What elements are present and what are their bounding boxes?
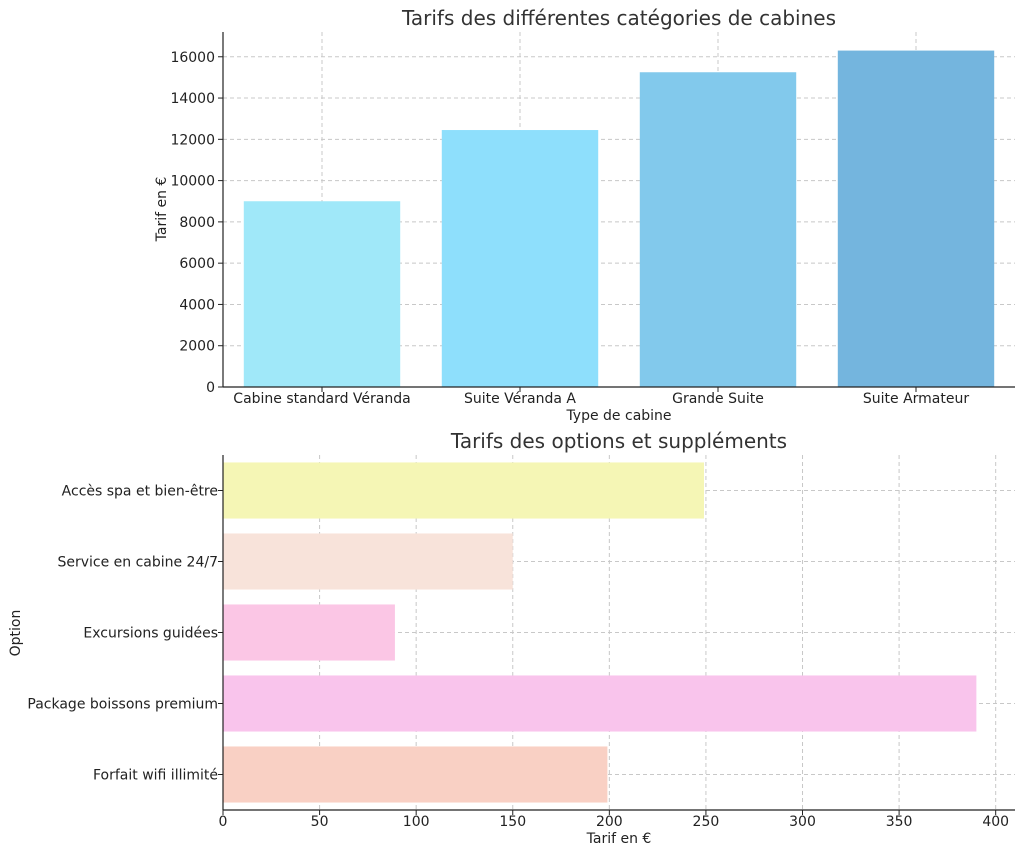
chart2-x-tick-label: 250: [693, 814, 720, 830]
chart1-bars: [243, 50, 995, 388]
chart2-y-tick-label: Forfait wifi illimité: [93, 768, 218, 784]
options-price-chart: Tarifs des options et suppléments Accès …: [8, 429, 1015, 847]
chart2-x-tick-label: 0: [219, 814, 228, 830]
chart2-bars: [223, 462, 977, 803]
chart1-x-tick-label: Suite Armateur: [863, 391, 969, 407]
chart1-bar: [243, 201, 401, 387]
chart2-x-tick-label: 150: [499, 814, 526, 830]
chart2-y-label: Option: [8, 610, 24, 657]
chart2-y-tick-label: Excursions guidées: [83, 626, 218, 642]
chart1-y-tick-label: 4000: [179, 297, 215, 313]
chart2-x-tick-label: 350: [886, 814, 913, 830]
chart1-y-label: Tarif en €: [154, 177, 170, 243]
chart1-y-tick-label: 14000: [170, 91, 215, 107]
chart1-y-tick-label: 16000: [170, 50, 215, 66]
chart2-bar: [223, 604, 395, 661]
chart2-x-tick-label: 100: [403, 814, 430, 830]
chart1-x-tick-label: Cabine standard Véranda: [233, 391, 410, 407]
chart2-bar: [223, 462, 704, 519]
chart2-x-ticks: 0 50 100 150 200 250 300 350 400: [219, 810, 1009, 830]
chart1-y-tick-label: 6000: [179, 256, 215, 272]
chart1-title: Tarifs des différentes catégories de cab…: [401, 6, 836, 30]
cabin-price-chart: Tarifs des différentes catégories de cab…: [154, 6, 1015, 424]
chart2-y-tick-label: Package boissons premium: [27, 697, 218, 713]
chart2-y-ticks: Accès spa et bien-être Service en cabine …: [27, 484, 223, 784]
chart1-y-tick-label: 0: [206, 380, 215, 396]
chart1-bar: [441, 130, 599, 388]
chart2-x-tick-label: 200: [596, 814, 623, 830]
chart1-x-tick-label: Grande Suite: [672, 391, 764, 407]
chart1-bar: [837, 50, 995, 387]
chart1-y-tick-label: 12000: [170, 132, 215, 148]
chart1-x-tick-label: Suite Véranda A: [464, 391, 576, 407]
chart2-bar: [223, 533, 513, 590]
chart1-y-tick-label: 10000: [170, 174, 215, 190]
chart1-y-ticks: 0 2000 4000 6000 8000 10000 12000 14000 16000: [170, 50, 223, 396]
chart1-x-ticks: Cabine standard Véranda Suite Véranda A Gr…: [233, 387, 969, 407]
chart2-x-tick-label: 400: [982, 814, 1009, 830]
chart2-title: Tarifs des options et suppléments: [450, 429, 787, 453]
chart1-y-tick-label: 8000: [179, 215, 215, 231]
chart2-x-tick-label: 50: [311, 814, 329, 830]
chart1-x-label: Type de cabine: [565, 408, 671, 424]
chart2-y-tick-label: Service en cabine 24/7: [57, 555, 218, 571]
chart2-x-tick-label: 300: [789, 814, 816, 830]
chart1-y-tick-label: 2000: [179, 339, 215, 355]
chart2-y-tick-label: Accès spa et bien-être: [62, 484, 218, 500]
chart2-bar: [223, 675, 977, 732]
chart2-x-label: Tarif en €: [586, 831, 652, 847]
chart2-bar: [223, 746, 608, 803]
chart1-bar: [639, 72, 797, 387]
